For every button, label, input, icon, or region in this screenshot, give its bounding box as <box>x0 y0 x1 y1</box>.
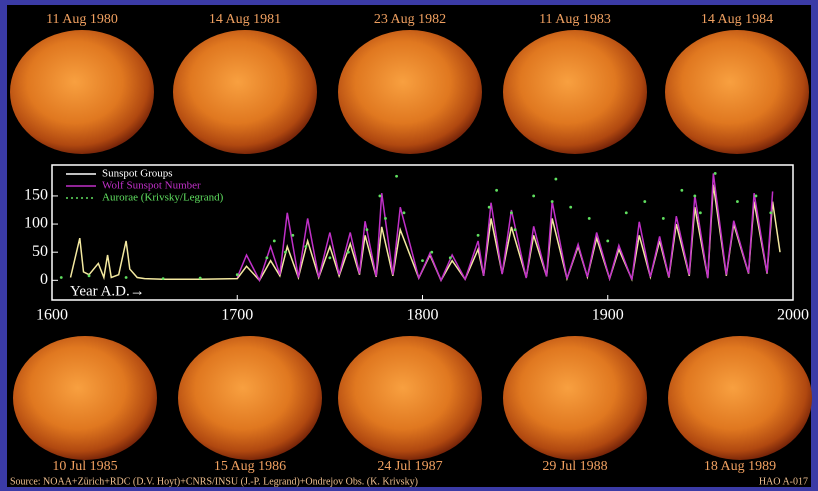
sun-image <box>503 30 647 154</box>
aurora-point <box>384 217 387 220</box>
x-tick-label: 1600 <box>36 307 68 324</box>
aurora-point <box>755 195 758 198</box>
sun-image <box>173 30 317 154</box>
x-tick-label: 1900 <box>592 307 624 324</box>
aurora-point <box>284 251 287 254</box>
aurora-point <box>625 211 628 214</box>
aurora-point <box>403 211 406 214</box>
aurora-point <box>699 211 702 214</box>
sun-image <box>503 336 647 460</box>
aurora-point <box>495 189 498 192</box>
aurora-point <box>421 259 424 262</box>
aurora-point <box>769 211 772 214</box>
aurora-point <box>395 175 398 178</box>
aurora-point <box>477 234 480 237</box>
aurora-point <box>236 273 239 276</box>
aurora-point <box>328 256 331 259</box>
y-tick-label: 100 <box>24 215 48 232</box>
aurora-point <box>588 217 591 220</box>
sun-image <box>13 336 157 460</box>
image-date: 10 Jul 1985 <box>52 459 117 474</box>
aurora-point <box>510 211 513 214</box>
aurora-point <box>366 228 369 231</box>
y-tick-label: 150 <box>24 187 48 204</box>
aurora-point <box>265 256 268 259</box>
aurora-point <box>430 251 433 254</box>
aurora-point <box>60 276 63 279</box>
aurora-point <box>88 274 91 277</box>
aurora-point <box>304 245 307 248</box>
image-date: 15 Aug 1986 <box>214 459 286 474</box>
aurora-point <box>551 200 554 203</box>
aurora-point <box>736 200 739 203</box>
legend-label: Wolf Sunspot Number <box>102 180 201 192</box>
aurora-point <box>449 256 452 259</box>
figure-code: HAO A-017 <box>759 476 808 487</box>
image-date: 11 Aug 1983 <box>539 12 611 27</box>
aurora-point <box>162 277 165 280</box>
aurora-point <box>347 251 350 254</box>
aurora-point <box>680 189 683 192</box>
image-date: 14 Aug 1981 <box>209 12 281 27</box>
image-date: 11 Aug 1980 <box>46 12 118 27</box>
aurora-point <box>643 200 646 203</box>
aurora-point <box>569 206 572 209</box>
aurora-point <box>273 240 276 243</box>
x-tick-label: 1800 <box>407 307 439 324</box>
sun-image <box>665 30 809 154</box>
aurora-point <box>291 234 294 237</box>
aurora-point <box>554 178 557 181</box>
x-tick-label: 1700 <box>221 307 253 324</box>
aurora-point <box>606 240 609 243</box>
legend-label: Aurorae (Krivsky/Legrand) <box>102 192 224 204</box>
aurora-point <box>125 276 128 279</box>
legend-label: Sunspot Groups <box>102 168 173 180</box>
y-tick-label: 0 <box>40 271 48 288</box>
sun-image <box>10 30 154 154</box>
aurora-point <box>532 195 535 198</box>
aurora-point <box>514 228 517 231</box>
image-date: 18 Aug 1989 <box>704 459 776 474</box>
image-date: 14 Aug 1984 <box>701 12 773 27</box>
figure: 11 Aug 1980 14 Aug 1981 23 Aug 1982 11 A… <box>0 0 818 491</box>
x-tick-label: 2000 <box>777 307 809 324</box>
source: Source: NOAA+Zürich+RDC (D.V. Hoyt)+CNRS… <box>10 476 418 487</box>
aurora-point <box>488 206 491 209</box>
aurora-point <box>378 195 381 198</box>
sun-image <box>668 336 812 460</box>
sun-image <box>338 30 482 154</box>
sun-image <box>338 336 482 460</box>
aurora-point <box>199 277 202 280</box>
aurora-point <box>693 195 696 198</box>
image-date: 23 Aug 1982 <box>374 12 446 27</box>
aurora-point <box>714 172 717 175</box>
image-date: 24 Jul 1987 <box>377 459 442 474</box>
aurora-point <box>662 217 665 220</box>
image-date: 29 Jul 1988 <box>542 459 607 474</box>
sun-image <box>178 336 322 460</box>
y-tick-label: 50 <box>32 243 48 260</box>
axis-annotation: Year A.D.→ <box>70 283 145 299</box>
